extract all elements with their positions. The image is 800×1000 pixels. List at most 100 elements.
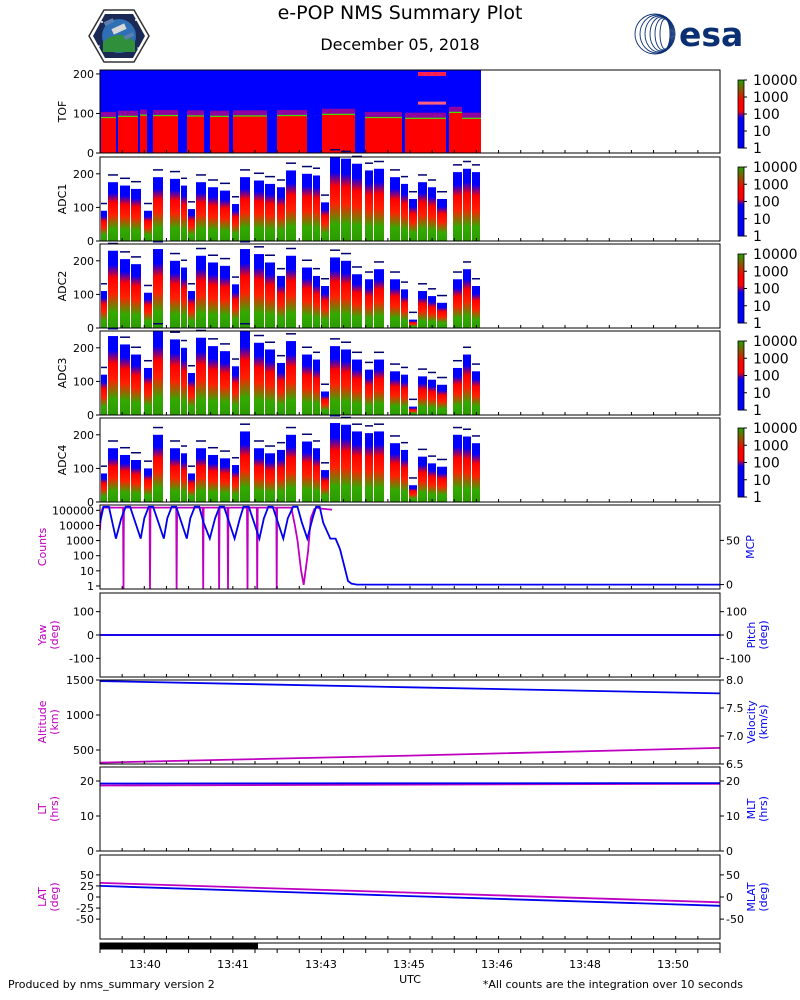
adc4-column-cap — [313, 440, 320, 442]
colorbar-segment — [738, 310, 744, 314]
colorbar-segment — [738, 347, 744, 351]
adc4-count-column — [418, 456, 427, 502]
colorbar-segment — [738, 387, 744, 390]
y-tick-label: 100 — [73, 375, 94, 388]
colorbar-segment — [738, 112, 744, 115]
y-tick-label: 10000 — [59, 519, 94, 532]
colorbar-segment — [738, 476, 744, 479]
colorbar-segment — [738, 119, 744, 122]
colorbar-segment — [738, 137, 744, 140]
tof-upper-band — [153, 109, 178, 115]
axis-label-line: TOF — [56, 101, 69, 124]
colorbar-segment — [738, 210, 744, 213]
y-tick-label: 200 — [73, 68, 94, 81]
y-tick-label: -25 — [76, 902, 94, 915]
adc3-count-column — [453, 367, 462, 415]
colorbar-segment — [738, 464, 744, 467]
adc2-count-column — [240, 249, 250, 328]
colorbar-segment — [738, 436, 744, 439]
colorbar-segment — [738, 191, 744, 194]
adc4-count-column — [313, 448, 320, 502]
colorbar-segment — [738, 90, 744, 93]
y-tick-label: 10 — [80, 810, 94, 823]
colorbar-segment — [738, 283, 744, 286]
y-tick-label: 20 — [726, 775, 740, 788]
adc4-column-cap — [131, 452, 141, 454]
y-tick-label: 200 — [73, 255, 94, 268]
colorbar-tick-label: 1000 — [753, 351, 789, 367]
mcp-axis-label: MCP — [744, 535, 757, 559]
colorbar-segment — [738, 300, 744, 303]
colorbar-segment — [738, 110, 744, 113]
adc1-column-cap — [220, 182, 230, 185]
adc3-count-column — [108, 336, 118, 415]
colorbar-segment — [738, 460, 744, 463]
adc1-column-cap — [188, 201, 195, 203]
adc1-column-cap — [321, 194, 329, 196]
adc1-column-cap — [330, 149, 340, 151]
y-tick-label: 100000 — [52, 504, 94, 517]
colorbar-segment — [738, 353, 744, 356]
adc4-count-column — [437, 466, 447, 502]
adc3-column-cap — [254, 334, 264, 337]
axis-label-line: Velocity — [745, 700, 758, 744]
adc3-count-column — [220, 351, 230, 415]
colorbar-segment — [738, 114, 744, 117]
adc1-column-cap — [453, 164, 462, 166]
adc1-column-cap — [418, 174, 427, 176]
colorbar-tick-label: 10000 — [753, 160, 798, 176]
colorbar-segment — [738, 462, 744, 465]
colorbar-segment — [738, 344, 744, 347]
adc1-column-cap — [254, 172, 264, 175]
axis-label-line: MLT — [745, 798, 758, 819]
colorbar-segment — [738, 288, 744, 291]
adc4-column-cap — [286, 426, 296, 429]
adc2-column-cap — [302, 259, 312, 262]
x-tick-label: 13:43 — [305, 958, 337, 971]
adc3-count-column — [101, 374, 107, 415]
adc2-count-column — [265, 262, 275, 328]
colorbar-segment — [738, 220, 744, 223]
adc1-column-cap — [401, 175, 408, 178]
y-tick-label: 10 — [80, 565, 94, 578]
adc2-column-cap — [196, 247, 206, 250]
colorbar-segment — [738, 278, 744, 281]
adc4-count-column — [120, 454, 130, 502]
colorbar-segment — [738, 125, 744, 129]
altitude-velocity-right-axis-label: Velocity (km/s) — [745, 700, 770, 744]
adc4-count-column — [409, 485, 417, 502]
adc3-count-column — [232, 366, 239, 415]
axis-label-line: (km) — [48, 709, 61, 735]
tof-upper-band — [365, 111, 402, 117]
axis-label-line: Altitude — [36, 700, 49, 743]
adc4-count-column — [374, 431, 384, 502]
x-tick-label: 13:40 — [129, 958, 161, 971]
adc3-column-cap — [374, 351, 384, 354]
counts-axis-label: Counts — [36, 528, 49, 567]
adc3-count-column — [428, 379, 436, 415]
lt-mlt-right-axis-label: MLT (hrs) — [745, 796, 770, 822]
colorbar-tick-label: 10000 — [753, 334, 798, 350]
adc3-count-column — [352, 359, 362, 415]
tof-upper-band — [233, 110, 267, 116]
adc1-count-column — [418, 182, 427, 241]
colorbar-segment — [738, 124, 744, 127]
adc2-column-cap — [313, 267, 320, 270]
adc4-column-cap — [153, 426, 163, 429]
adc2-count-column — [321, 286, 329, 328]
colorbar-segment — [738, 232, 744, 235]
adc3-column-cap — [390, 363, 400, 365]
adc3-column-cap — [321, 383, 329, 385]
adc3-column-cap — [144, 359, 152, 362]
colorbar-segment — [738, 495, 744, 498]
y-tick-label: 200 — [73, 168, 94, 181]
adc4-count-column — [188, 473, 195, 502]
adc3-column-cap — [240, 323, 250, 325]
colorbar-segment — [738, 98, 744, 101]
y-tick-label: -50 — [76, 913, 94, 926]
adc3-count-column — [170, 339, 180, 415]
adc1-column-cap — [286, 162, 296, 164]
colorbar-segment — [738, 438, 744, 441]
adc4-count-column — [108, 448, 118, 502]
